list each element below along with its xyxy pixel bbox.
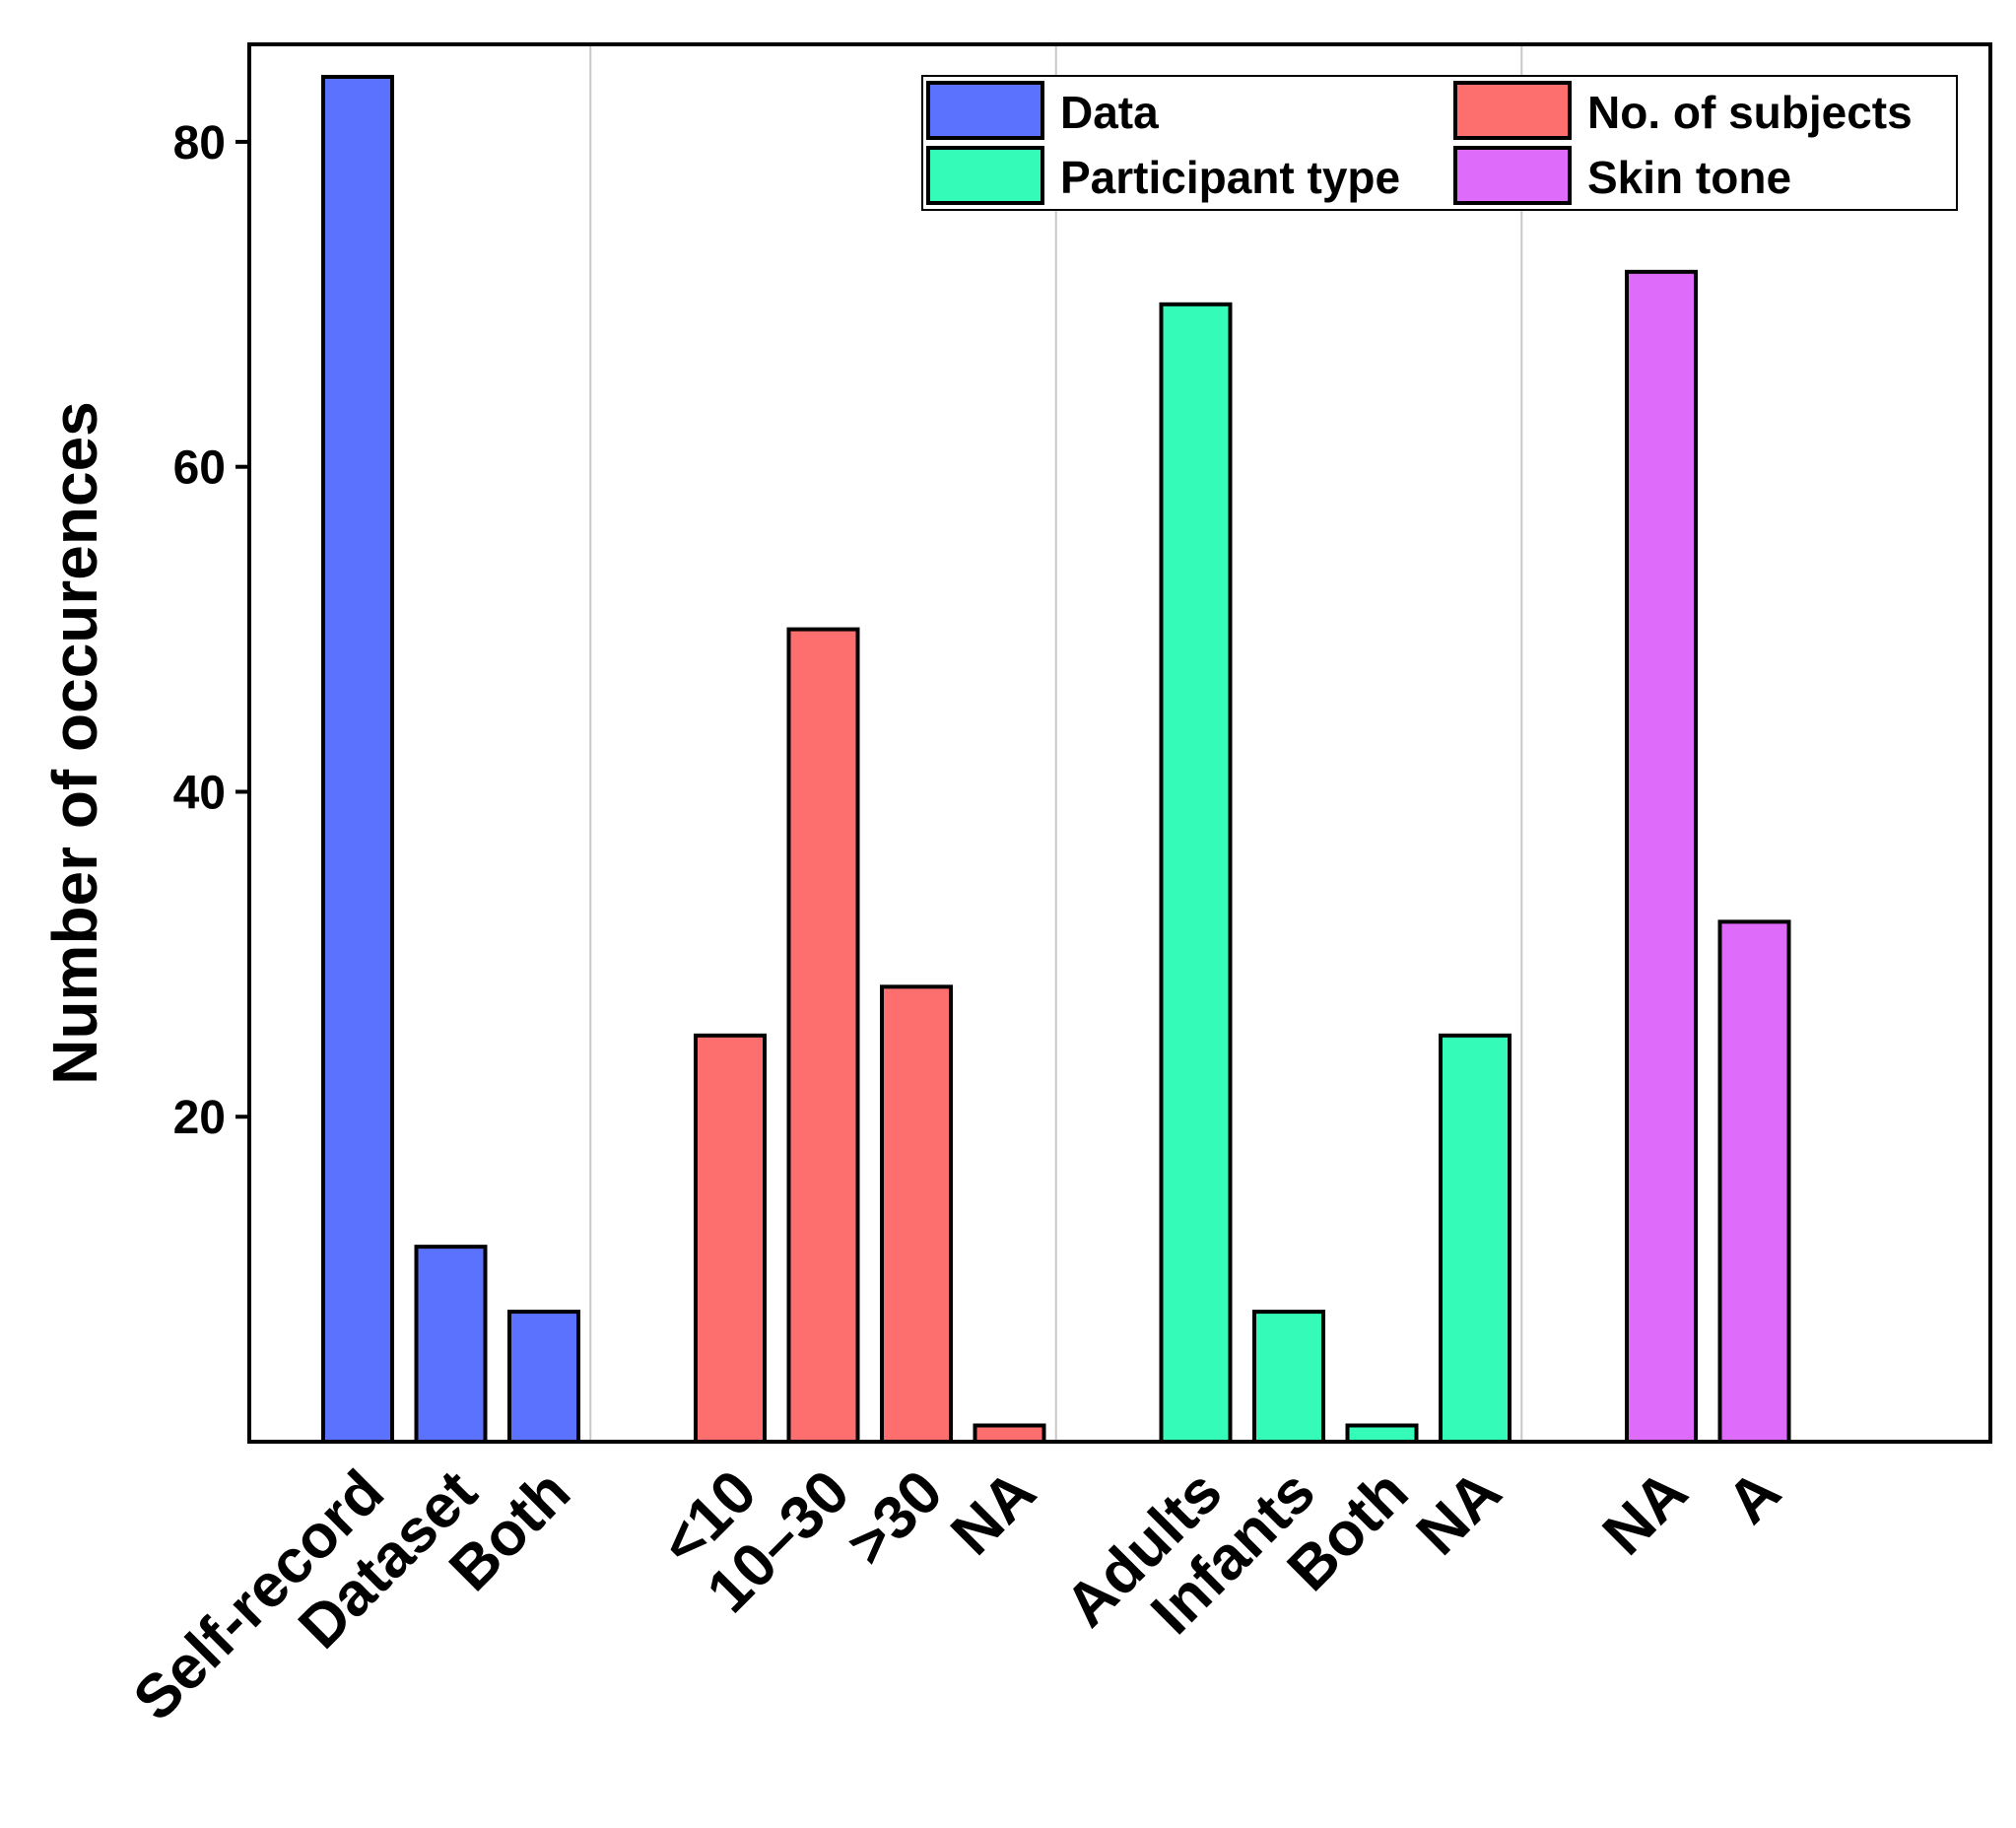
bar-data-dataset [414, 1245, 488, 1444]
legend-swatch-skin-tone [1453, 146, 1572, 205]
category-label: A [1714, 1457, 1793, 1536]
bar-participant-type-infants [1252, 1310, 1325, 1444]
bar-no-of-subjects-10-30 [786, 627, 860, 1444]
legend-label-data: Data [1060, 87, 1159, 138]
legend-swatch-no-of-subjects [1453, 81, 1572, 140]
group-separators [589, 44, 1523, 1442]
y-tick-label: 20 [173, 1092, 226, 1144]
legend-label-participant-type: Participant type [1060, 152, 1400, 203]
y-axis-label: Number of occurences [39, 401, 110, 1085]
legend: Data No. of subjects Participant type Skin … [921, 75, 1958, 211]
bar-data-self-record [321, 74, 394, 1445]
bar-participant-type-both [1345, 1423, 1419, 1444]
bar-no-of-subjects-gt-30 [880, 984, 953, 1444]
y-tick-label: 60 [173, 442, 226, 495]
legend-swatch-data [926, 81, 1044, 140]
plot-frame [247, 42, 1992, 1444]
legend-swatch-participant-type [926, 146, 1044, 205]
bar-no-of-subjects-lt-10 [694, 1033, 767, 1444]
bar-data-both [507, 1310, 580, 1444]
bar-participant-type-na [1439, 1033, 1512, 1444]
bar-skin-tone-na [1625, 269, 1698, 1445]
legend-label-skin-tone: Skin tone [1587, 152, 1791, 203]
legend-label-no-of-subjects: No. of subjects [1587, 87, 1913, 138]
category-label: NA [1404, 1457, 1514, 1568]
y-tick-label: 40 [173, 767, 226, 819]
y-tick-label: 80 [173, 117, 226, 169]
category-label: NA [1590, 1457, 1701, 1568]
bar-skin-tone-a [1717, 919, 1791, 1444]
legend-box [921, 75, 1958, 211]
bar-no-of-subjects-na [973, 1423, 1046, 1444]
y-axis-ticks: 20 40 60 80 [173, 117, 249, 1144]
category-label: NA [938, 1457, 1048, 1568]
plot-background [249, 44, 1990, 1442]
bar-participant-type-adults [1159, 302, 1233, 1444]
bars [321, 74, 1791, 1445]
category-label: >30 [835, 1457, 956, 1579]
